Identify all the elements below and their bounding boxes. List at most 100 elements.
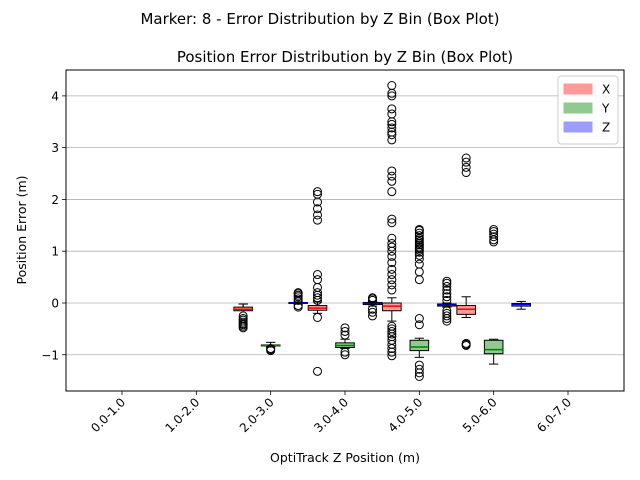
outlier-point [266,346,276,356]
outlier-point [387,280,397,290]
outlier-point [489,224,499,234]
y-axis-ticks: −1 0 1 2 3 4 [41,89,66,362]
outlier-point [238,323,248,333]
outlier-point [312,210,322,220]
outlier-point [461,157,471,167]
outlier-point [414,254,424,264]
y-tick-label: 2 [51,193,59,207]
outlier-point [387,130,397,140]
outlier-point [414,228,424,238]
outlier-point [312,282,322,292]
outlier-point [414,237,424,247]
outlier-point [340,326,350,336]
outlier-point [414,372,424,382]
outlier-point [442,292,452,302]
outlier-point [312,293,322,303]
outlier-point [340,330,350,340]
x-axis-label: OptiTrack Z Position (m) [270,450,420,465]
outlier-point [387,285,397,295]
outlier-point [489,229,499,239]
box-y-4.0-5.0 [409,224,430,382]
y-tick-label: 4 [51,89,59,103]
outlier-point [340,323,350,333]
outlier-point [387,258,397,268]
outlier-point [312,270,322,280]
y-tick-label: 1 [51,245,59,259]
y-tick-label: 0 [51,296,59,310]
outlier-point [368,293,378,303]
outlier-point [340,347,350,357]
box-iqr [456,305,476,315]
outlier-point [368,304,378,314]
box-z-4.0-5.0 [437,276,457,326]
outlier-point [461,168,471,178]
outlier-point [387,218,397,228]
y-gridlines [66,95,624,356]
outlier-point [442,281,452,291]
outlier-point [293,288,303,298]
x-axis-ticks: 0.0-1.0 1.0-2.0 2.0-3.0 3.0-4.0 4.0-5.0 5.0-6… [88,391,574,435]
outlier-point [312,312,322,322]
outlier-point [387,233,397,243]
legend: XYZ [557,75,619,145]
outlier-point [414,364,424,374]
outlier-point [489,227,499,237]
box-z-3.0-4.0 [362,293,383,321]
x-tick-label: 5.0-6.0 [460,395,500,435]
box-x-5.0-6.0 [456,153,476,350]
outlier-point [387,91,397,101]
outlier-point [414,231,424,241]
legend-label-z: Z [602,121,610,135]
box-z-5.0-6.0 [511,300,531,310]
legend-swatch-x [563,83,593,95]
y-axis-label: Position Error (m) [14,175,29,284]
box-y-3.0-4.0 [335,323,355,360]
legend-swatch-z [563,121,593,133]
outlier-point [387,347,397,357]
outlier-point [387,344,397,354]
outlier-point [312,187,322,197]
outlier-point [387,171,397,181]
box-iqr [409,339,430,352]
outlier-point [414,267,424,277]
outlier-point [340,350,350,360]
outlier-point [387,275,397,285]
x-tick-label: 0.0-1.0 [88,395,128,435]
outlier-point [442,289,452,299]
outlier-point [387,270,397,280]
y-tick-label: −1 [41,348,59,362]
outlier-point [387,119,397,129]
outlier-point [368,311,378,321]
outlier-point [414,247,424,257]
box-y-5.0-6.0 [483,224,504,365]
outlier-point [414,368,424,378]
outlier-point [461,153,471,163]
outlier-point [387,351,397,361]
legend-swatch-y [563,102,593,114]
box-x-3.0-4.0 [307,187,328,376]
outlier-point [442,276,452,286]
outlier-point [312,189,322,199]
outlier-point [489,232,499,242]
box-z-2.0-3.0 [288,288,308,312]
outlier-point [442,311,452,321]
outlier-point [387,81,397,91]
outlier-point [414,242,424,252]
x-tick-label: 6.0-7.0 [534,395,574,435]
legend-label-y: Y [601,102,610,116]
outlier-point [387,166,397,176]
outlier-point [442,285,452,295]
x-tick-label: 4.0-5.0 [386,395,426,435]
outlier-point [312,288,322,298]
box-iqr [483,339,504,355]
outlier-point [442,278,452,288]
outlier-point [387,238,397,248]
outlier-point [442,295,452,305]
x-tick-label: 2.0-3.0 [237,395,277,435]
outlier-point [312,366,322,376]
box-plots [233,81,531,382]
outlier-point [414,259,424,269]
box-iqr [382,302,402,312]
box-x-4.0-5.0 [382,81,402,361]
